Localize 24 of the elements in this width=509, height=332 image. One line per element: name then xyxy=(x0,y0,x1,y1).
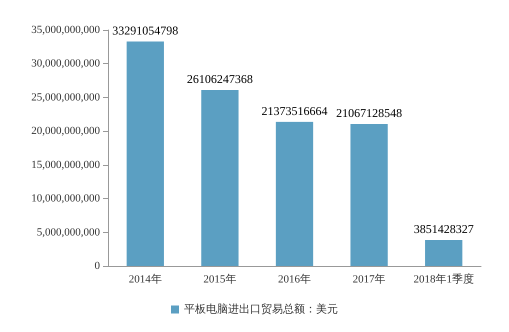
x-tick-label: 2017年 xyxy=(352,274,386,286)
bar xyxy=(201,90,239,266)
bar xyxy=(126,42,164,266)
y-tick-label: 30,000,000,000 xyxy=(31,58,100,70)
y-tick-label: 20,000,000,000 xyxy=(31,125,100,138)
data-label: 21067128548 xyxy=(336,106,402,120)
data-label: 33291054798 xyxy=(112,24,178,38)
bar xyxy=(276,122,314,266)
x-tick-label: 2014年 xyxy=(128,274,162,286)
y-tick-label: 35,000,000,000 xyxy=(31,24,100,36)
y-tick-label: 25,000,000,000 xyxy=(31,91,100,104)
bar xyxy=(350,124,388,266)
y-tick-label: 10,000,000,000 xyxy=(31,192,100,205)
data-label: 21373516664 xyxy=(262,104,328,118)
x-tick-label: 2016年 xyxy=(278,274,311,286)
x-tick-label: 2018年1季度 xyxy=(413,272,474,286)
data-label: 3851428327 xyxy=(414,222,474,236)
y-tick-label: 0 xyxy=(94,260,100,272)
y-tick-label: 15,000,000,000 xyxy=(31,158,100,171)
data-label: 26106247368 xyxy=(186,72,253,86)
legend-label: 平板电脑进出口贸易总额：美元 xyxy=(184,302,338,316)
x-tick-label: 2015年 xyxy=(203,274,236,286)
bar xyxy=(425,240,462,266)
y-tick-label: 5,000,000,000 xyxy=(36,226,100,238)
